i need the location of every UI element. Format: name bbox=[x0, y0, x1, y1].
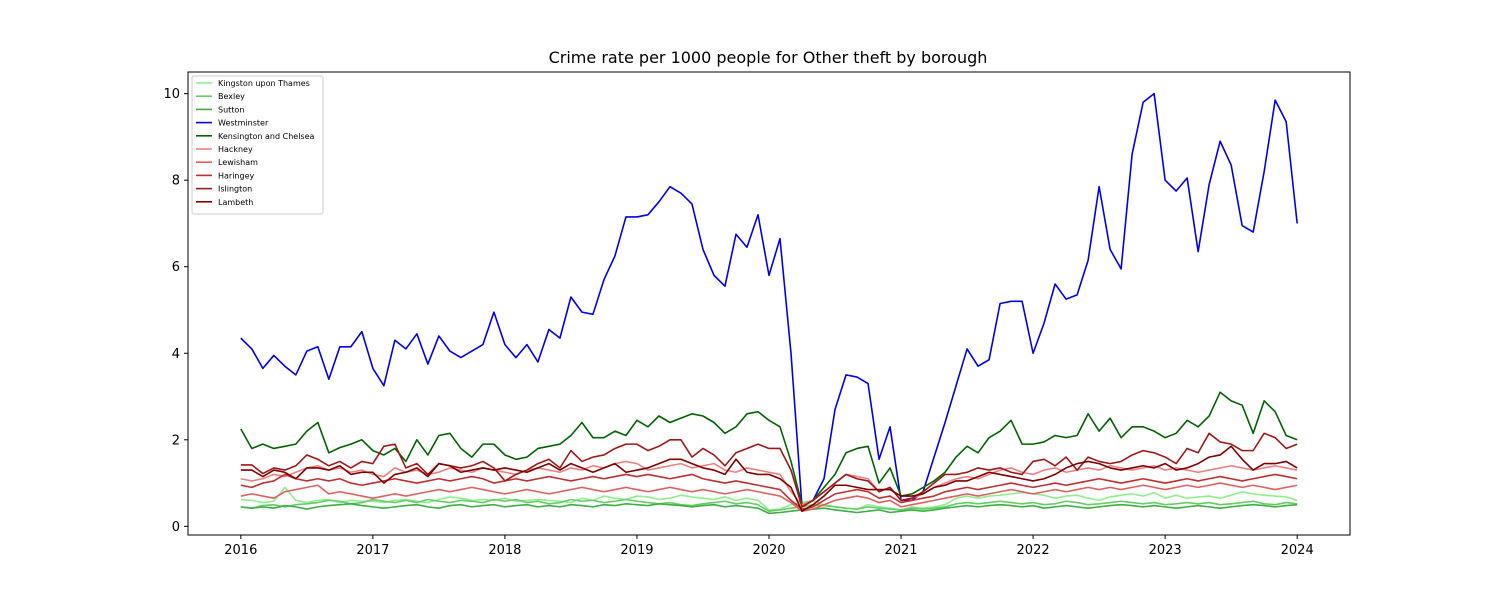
y-tick-label: 8 bbox=[172, 174, 180, 189]
legend-entry: Sutton bbox=[218, 105, 244, 114]
legend-box bbox=[191, 75, 324, 215]
series-line-islington bbox=[240, 432, 1298, 508]
x-tick-label: 2020 bbox=[752, 543, 785, 558]
series-line-westminster bbox=[240, 92, 1298, 508]
x-tick-label: 2017 bbox=[356, 543, 389, 558]
legend-entry: Westminster bbox=[218, 119, 269, 128]
x-tick-label: 2016 bbox=[224, 543, 257, 558]
legend-entry: Kingston upon Thames bbox=[218, 79, 310, 88]
series-layer bbox=[240, 92, 1298, 515]
series-line-haringey bbox=[240, 473, 1298, 510]
x-tick-label: 2024 bbox=[1281, 543, 1314, 558]
y-tick-label: 2 bbox=[172, 433, 180, 448]
x-axis: 2016 2017 2018 2019 2020 2021 2022 2023 2024 bbox=[224, 535, 1314, 558]
x-tick-label: 2019 bbox=[620, 543, 653, 558]
legend-entry: Haringey bbox=[218, 171, 255, 180]
legend-entry: Lewisham bbox=[218, 158, 258, 167]
y-axis: 0 2 4 6 8 10 bbox=[163, 87, 188, 535]
legend-entry: Lambeth bbox=[218, 198, 253, 207]
series-line-kingston-upon-thames bbox=[240, 486, 1298, 511]
y-tick-label: 4 bbox=[172, 347, 180, 362]
chart-title: Crime rate per 1000 people for Other the… bbox=[549, 48, 988, 67]
y-tick-label: 0 bbox=[172, 520, 180, 535]
y-tick-label: 10 bbox=[163, 87, 180, 102]
legend-entry: Bexley bbox=[218, 92, 245, 101]
legend: Kingston upon Thames Bexley Sutton Westmins… bbox=[191, 75, 324, 215]
series-line-sutton bbox=[240, 503, 1298, 515]
series-line-bexley bbox=[240, 498, 1298, 513]
x-tick-label: 2023 bbox=[1149, 543, 1182, 558]
series-line-lambeth bbox=[240, 445, 1298, 513]
x-tick-label: 2022 bbox=[1017, 543, 1050, 558]
x-tick-label: 2018 bbox=[488, 543, 521, 558]
legend-entry: Hackney bbox=[218, 145, 253, 154]
y-tick-label: 6 bbox=[172, 260, 180, 275]
x-tick-label: 2021 bbox=[884, 543, 917, 558]
series-line-hackney bbox=[240, 460, 1298, 506]
series-line-lewisham bbox=[240, 482, 1298, 513]
series-line-kensington-and-chelsea bbox=[240, 391, 1298, 506]
plot-area: 2016 2017 2018 2019 2020 2021 2022 2023 2024 0 2 4… bbox=[163, 71, 1351, 558]
legend-entry: Kensington and Chelsea bbox=[218, 132, 315, 141]
legend-entry: Islington bbox=[218, 185, 252, 194]
